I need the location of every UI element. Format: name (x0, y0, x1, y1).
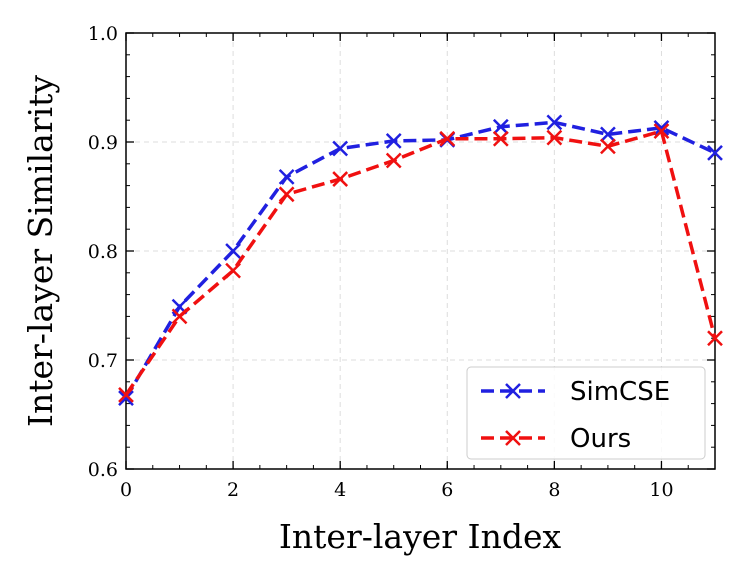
y-axis-label: Inter-layer Similarity (21, 75, 60, 427)
marker (385, 133, 402, 149)
legend-label: Ours (570, 424, 631, 454)
marker (600, 126, 616, 143)
marker (707, 145, 723, 161)
y-tick-label: 0.8 (88, 241, 118, 263)
y-tick-label: 0.6 (88, 459, 118, 481)
marker (600, 138, 616, 155)
marker (707, 330, 723, 347)
x-tick-label: 10 (649, 479, 673, 501)
marker (492, 118, 509, 135)
marker (546, 129, 563, 146)
marker (118, 386, 134, 403)
plot-frame (125, 32, 716, 470)
x-tick-label: 0 (120, 479, 132, 501)
marker (332, 140, 349, 157)
series (118, 123, 723, 403)
y-tick-label: 1.0 (88, 23, 118, 45)
marker (439, 130, 456, 147)
marker (653, 123, 670, 139)
series (118, 114, 723, 407)
y-tick-label: 0.9 (88, 132, 118, 154)
series-line (124, 128, 717, 396)
x-axis-label: Inter-layer Index (279, 517, 562, 556)
x-tick-label: 8 (548, 479, 560, 501)
legend-label: SimCSE (570, 377, 670, 407)
marker (492, 130, 509, 147)
marker (171, 308, 188, 325)
x-tick-label: 6 (441, 479, 453, 501)
series-line (124, 120, 716, 400)
y-tick-label: 0.7 (88, 350, 118, 372)
x-tick-label: 2 (227, 479, 239, 501)
marker (385, 152, 402, 169)
marker (118, 390, 134, 407)
marker (278, 186, 295, 203)
marker (653, 119, 670, 136)
marker (332, 171, 349, 187)
legend-marker (505, 383, 521, 399)
marker (225, 243, 241, 259)
marker (225, 262, 241, 279)
marker (546, 114, 563, 131)
x-tick-label: 4 (334, 479, 346, 501)
legend-marker (505, 430, 521, 446)
marker (278, 168, 295, 185)
